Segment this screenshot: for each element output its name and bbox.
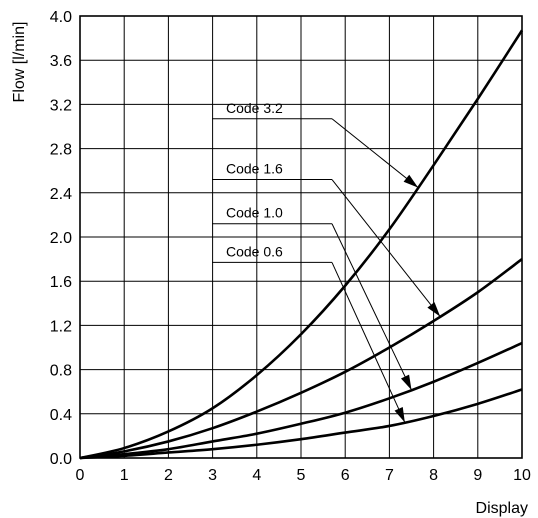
annotation-label: Code 1.6 [226, 161, 283, 177]
annotation-label: Code 3.2 [226, 100, 283, 116]
x-tick-label: 10 [513, 467, 531, 484]
series-curves [79, 29, 524, 460]
y-tick-labels: 0.0 0.4 0.8 1.2 1.6 2.0 2.4 2.8 3.2 3.6 4.0 [50, 9, 72, 468]
y-tick-label: 3.2 [50, 97, 72, 114]
y-tick-label: 2.4 [50, 186, 72, 203]
y-tick-label: 0.0 [50, 451, 72, 468]
x-tick-label: 5 [297, 467, 306, 484]
x-tick-label: 7 [385, 467, 394, 484]
annotation-leader-line [331, 118, 419, 188]
annotation-leader-line [331, 262, 406, 423]
x-tick-label: 8 [429, 467, 438, 484]
series-line-4 [79, 388, 523, 460]
x-tick-label: 1 [120, 467, 129, 484]
x-tick-label: 2 [164, 467, 173, 484]
y-tick-label: 1.2 [50, 318, 72, 335]
annotation-label: Code 1.0 [226, 205, 283, 221]
annotation-arrowhead [400, 374, 412, 391]
y-tick-label: 0.8 [50, 363, 72, 380]
annotation-leader-line [331, 179, 441, 317]
series-line-1 [79, 29, 524, 460]
x-tick-label: 3 [208, 467, 217, 484]
annotation-arrowhead [403, 174, 419, 188]
series-line-2 [79, 258, 523, 460]
y-tick-label: 2.0 [50, 230, 72, 247]
x-tick-label: 0 [76, 467, 85, 484]
x-axis-title: Display [476, 500, 528, 517]
annotation-leader-line [331, 223, 412, 391]
x-tick-label: 4 [252, 467, 261, 484]
y-tick-label: 4.0 [50, 9, 72, 26]
y-tick-label: 0.4 [50, 407, 72, 424]
x-tick-labels: 0 1 2 3 4 5 6 7 8 9 10 [76, 467, 531, 484]
y-tick-label: 2.8 [50, 142, 72, 159]
annotation-arrowhead [394, 406, 405, 423]
plot-frame [79, 15, 523, 459]
x-tick-label: 9 [473, 467, 482, 484]
annotation-label: Code 0.6 [226, 243, 283, 259]
annotation-arrowhead [427, 302, 441, 317]
series-line-3 [79, 341, 523, 460]
curve-annotations: Code 3.2 Code 1.6 Code 1.0 Code 0.6 [212, 100, 441, 423]
x-tick-label: 6 [341, 467, 350, 484]
y-axis-title: Flow [l/min] [11, 22, 28, 103]
y-tick-label: 1.6 [50, 274, 72, 291]
y-tick-label: 3.6 [50, 53, 72, 70]
